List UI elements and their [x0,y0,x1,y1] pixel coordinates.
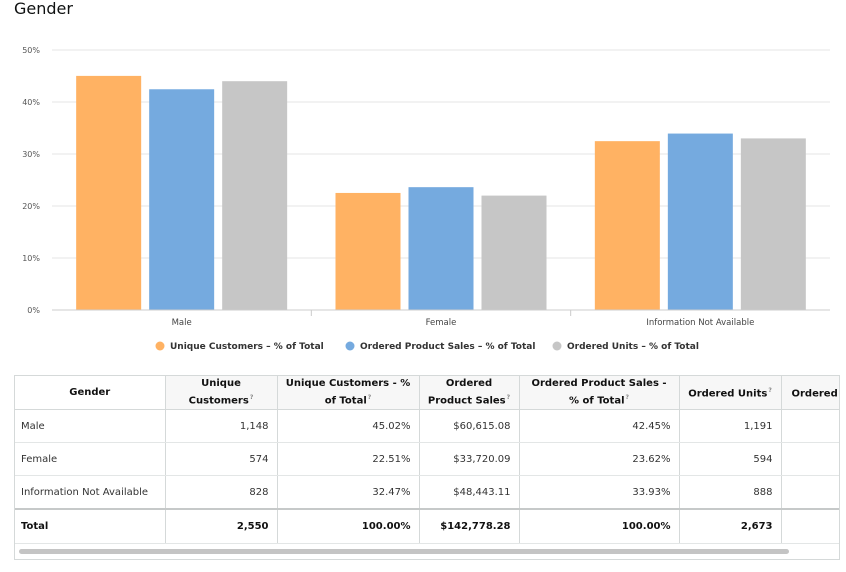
bar [222,81,288,310]
y-tick-label: 40% [22,98,40,107]
legend-marker [345,341,355,351]
bar [76,75,142,310]
legend-item: Unique Customers – % of Total [155,341,324,352]
table-cell: 22.51% [277,442,420,476]
legend-item: Ordered Units – % of Total [552,341,699,352]
table-cell [781,442,839,476]
table-cell: 23.62% [519,442,680,476]
table-cell [781,475,839,510]
column-header-label: Ordered Product Sales - % of Total [531,377,667,407]
x-category-label: Information Not Available [646,318,754,328]
table-header-row: Gender Unique Customers? Unique Customers … [15,376,840,410]
row-label-cell: Male [15,409,166,443]
x-axis-categories: Male Female Information Not Available [172,318,755,328]
bars [76,75,806,310]
table-cell: 32.47% [277,475,420,510]
bar [740,138,806,310]
column-header-label: Ordered Units - % of Total [791,388,840,400]
table-cell: 100.00% [519,508,680,544]
gender-table: Gender Unique Customers? Unique Customers … [15,376,840,544]
bar [667,133,733,310]
table-cell: 2,550 [165,508,278,544]
gender-bar-chart: 0% 10% 20% 30% 40% 50% Male Female Information … [22,46,830,352]
total-row: Total 2,550 100.00% $142,778.28 100.00% 2,673 [15,508,839,544]
help-icon[interactable]: ? [768,386,772,394]
gender-table-container[interactable]: Gender Unique Customers? Unique Customers … [14,375,840,560]
table-cell: $33,720.09 [419,442,520,476]
column-header[interactable]: Gender [15,376,166,410]
table-cell: 100.00% [277,508,420,544]
bar [335,192,401,310]
table-row: Female 574 22.51% $33,720.09 23.62% 594 [15,442,839,476]
table-cell: 1,148 [165,409,278,443]
table-row: Male 1,148 45.02% $60,615.08 42.45% 1,191 [15,409,839,443]
legend-item: Ordered Product Sales – % of Total [345,341,535,352]
legend-marker [552,341,562,351]
table-cell: 828 [165,475,278,510]
row-label-cell: Information Not Available [15,475,166,510]
column-header[interactable]: Ordered Units - % of Total? [781,376,840,410]
bar [408,187,474,310]
y-axis-ticks: 0% 10% 20% 30% 40% 50% [22,46,40,315]
column-header[interactable]: Ordered Product Sales? [419,376,520,410]
row-label-cell: Total [15,508,166,544]
column-header-label: Ordered Units [688,388,768,400]
column-header[interactable]: Ordered Units? [679,376,782,410]
column-header-label: Unique Customers - % of Total [285,377,411,407]
column-header-label: Unique Customers [188,377,249,407]
x-category-label: Female [426,318,457,328]
table-cell: 574 [165,442,278,476]
help-icon[interactable]: ? [367,393,372,401]
y-tick-label: 0% [27,306,40,315]
column-header-label: Ordered Product Sales [427,377,506,407]
table-row: Information Not Available 828 32.47% $48,44… [15,475,839,510]
bar [149,89,215,310]
help-icon[interactable]: ? [625,393,629,401]
help-icon[interactable]: ? [506,393,511,401]
bar [594,141,660,310]
legend-label: Ordered Units – % of Total [567,342,699,352]
table-cell: 42.45% [519,409,680,443]
table-cell [781,508,839,544]
table-cell: 888 [679,475,782,510]
column-header[interactable]: Ordered Product Sales - % of Total? [519,376,680,410]
x-category-label: Male [172,318,192,328]
row-label-cell: Female [15,442,166,476]
table-cell: 1,191 [679,409,782,443]
table-cell: 45.02% [277,409,420,443]
table-cell: $60,615.08 [419,409,520,443]
legend-label: Ordered Product Sales – % of Total [360,342,535,352]
table-cell: 594 [679,442,782,476]
legend-label: Unique Customers – % of Total [170,342,324,352]
table-cell: 2,673 [679,508,782,544]
page-title: Gender [14,0,73,18]
column-header-label: Gender [69,386,111,398]
help-icon[interactable]: ? [249,393,254,401]
table-cell: $142,778.28 [419,508,520,544]
legend: Unique Customers – % of Total Ordered Pro… [155,341,699,352]
y-tick-label: 50% [22,46,40,55]
table-cell: $48,443.11 [419,475,520,510]
y-tick-label: 10% [22,254,40,263]
table-cell: 33.93% [519,475,680,510]
column-header[interactable]: Unique Customers - % of Total? [277,376,420,410]
table-body: Male 1,148 45.02% $60,615.08 42.45% 1,191 Fema… [15,409,839,544]
x-axis [52,309,830,316]
bar [481,195,547,310]
column-header[interactable]: Unique Customers? [165,376,278,410]
horizontal-scrollbar[interactable] [19,549,789,554]
y-tick-label: 20% [22,202,40,211]
legend-marker [155,341,165,351]
y-tick-label: 30% [22,150,40,159]
table-cell [781,409,839,443]
